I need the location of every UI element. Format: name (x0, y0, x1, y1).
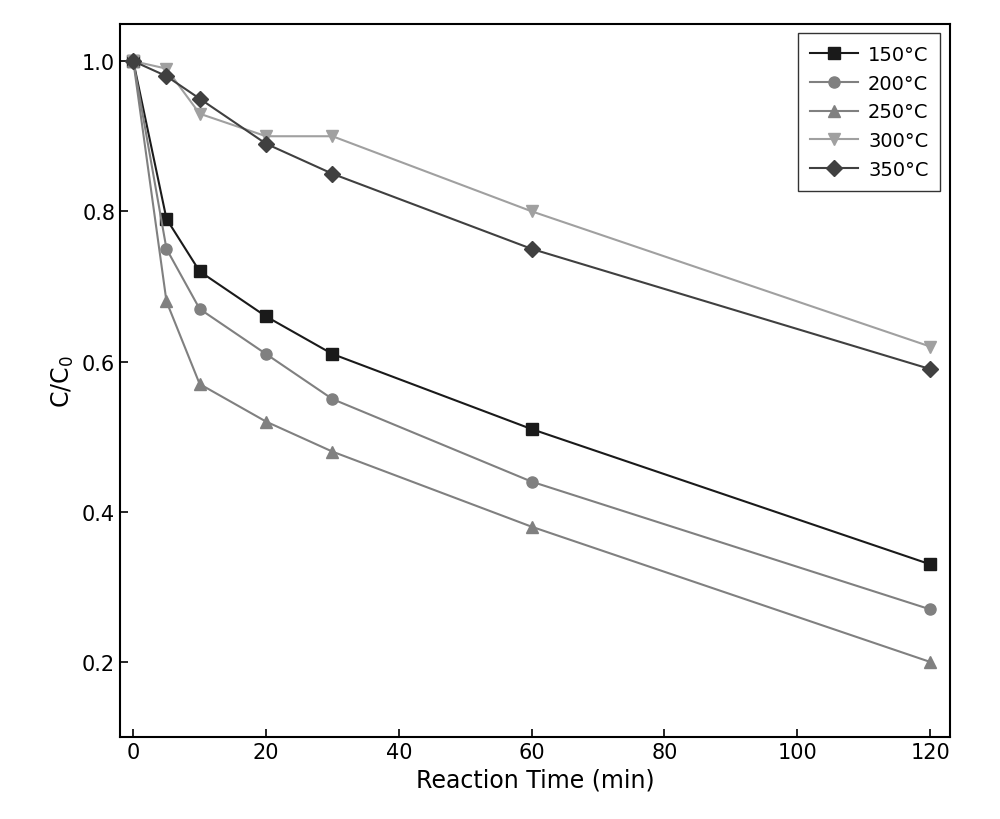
350°C (326, 170, 338, 179)
Y-axis label: C/C$_0$: C/C$_0$ (50, 355, 76, 407)
300°C (924, 342, 936, 352)
200°C (526, 477, 538, 487)
200°C (924, 604, 936, 614)
300°C (526, 207, 538, 217)
250°C (160, 297, 172, 307)
200°C (260, 350, 272, 360)
250°C (127, 57, 139, 67)
150°C (260, 312, 272, 322)
150°C (194, 267, 206, 277)
200°C (194, 305, 206, 314)
Line: 150°C: 150°C (128, 57, 936, 570)
250°C (326, 447, 338, 457)
Line: 250°C: 250°C (128, 57, 936, 667)
300°C (326, 132, 338, 142)
350°C (924, 364, 936, 374)
150°C (526, 425, 538, 435)
X-axis label: Reaction Time (min): Reaction Time (min) (416, 767, 654, 791)
200°C (160, 245, 172, 255)
Line: 200°C: 200°C (128, 57, 936, 615)
150°C (924, 559, 936, 569)
250°C (924, 657, 936, 667)
250°C (526, 523, 538, 532)
150°C (160, 215, 172, 224)
300°C (260, 132, 272, 142)
150°C (127, 57, 139, 67)
350°C (127, 57, 139, 67)
350°C (160, 72, 172, 82)
200°C (127, 57, 139, 67)
300°C (160, 65, 172, 75)
250°C (260, 417, 272, 427)
250°C (194, 380, 206, 390)
Line: 300°C: 300°C (128, 57, 936, 353)
350°C (260, 140, 272, 150)
Legend: 150°C, 200°C, 250°C, 300°C, 350°C: 150°C, 200°C, 250°C, 300°C, 350°C (798, 34, 940, 192)
300°C (194, 110, 206, 120)
150°C (326, 350, 338, 360)
300°C (127, 57, 139, 67)
350°C (194, 95, 206, 105)
Line: 350°C: 350°C (128, 57, 936, 375)
350°C (526, 245, 538, 255)
200°C (326, 395, 338, 405)
